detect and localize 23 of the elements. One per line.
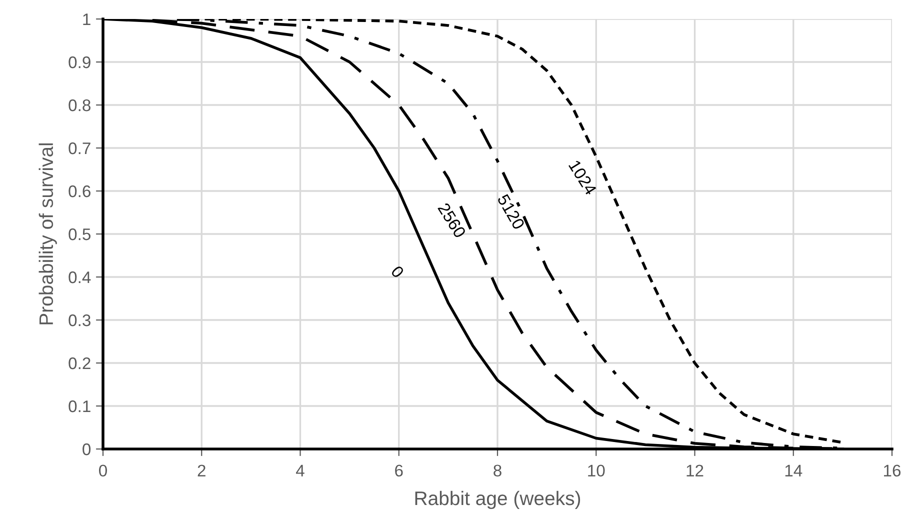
- y-tick-label: 0: [82, 443, 91, 456]
- y-tick-label: 0.9: [68, 56, 90, 68]
- text: 0: [390, 264, 405, 279]
- y-tick-label: 0.5: [68, 228, 90, 240]
- y-axis-title: Probability of survival: [38, 143, 57, 324]
- x-tick-label: 4: [296, 464, 304, 476]
- y-tick-label: 0.8: [68, 99, 90, 112]
- y-tick-label: 0.7: [68, 142, 90, 154]
- y-tick-label: 0.6: [68, 185, 90, 198]
- x-tick-label: 0: [99, 464, 107, 477]
- y-tick-label: 0.1: [68, 400, 90, 412]
- x-tick-label: 6: [395, 464, 403, 477]
- x-tick-label: 2: [198, 464, 206, 476]
- x-tick-label: 12: [686, 464, 704, 476]
- y-tick-label: 0.2: [68, 357, 90, 370]
- y-tick-label: 0.4: [68, 271, 91, 284]
- x-axis-title: Rabbit age (weeks): [415, 490, 580, 510]
- x-tick-label: 10: [588, 464, 605, 477]
- y-tick-label: 1: [83, 14, 90, 26]
- x-tick-label: 8: [494, 464, 502, 477]
- x-tick-label: 16: [884, 464, 901, 477]
- x-tick-label: 14: [785, 464, 802, 476]
- y-tick-label: 0.3: [68, 314, 90, 326]
